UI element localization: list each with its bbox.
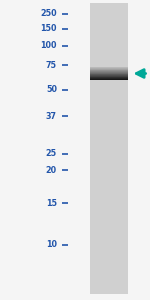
Bar: [90, 69, 128, 70]
Text: 10: 10: [46, 240, 57, 249]
Bar: [90, 70, 128, 71]
Text: 250: 250: [40, 9, 57, 18]
Text: 15: 15: [46, 199, 57, 208]
Bar: [90, 68, 128, 69]
Bar: [90, 76, 128, 77]
Bar: [90, 75, 128, 76]
Text: 20: 20: [46, 166, 57, 175]
Text: 75: 75: [46, 61, 57, 70]
Bar: [90, 72, 128, 73]
Bar: [90, 79, 128, 80]
Bar: [90, 71, 128, 72]
Text: 25: 25: [46, 149, 57, 158]
Text: 50: 50: [46, 85, 57, 94]
Text: 37: 37: [46, 112, 57, 121]
Bar: [90, 73, 128, 74]
Text: 100: 100: [40, 41, 57, 50]
Bar: [90, 78, 128, 79]
Bar: [90, 74, 128, 75]
Bar: [90, 77, 128, 78]
Text: 150: 150: [40, 24, 57, 33]
Bar: [90, 67, 128, 68]
Bar: [90, 3, 128, 294]
